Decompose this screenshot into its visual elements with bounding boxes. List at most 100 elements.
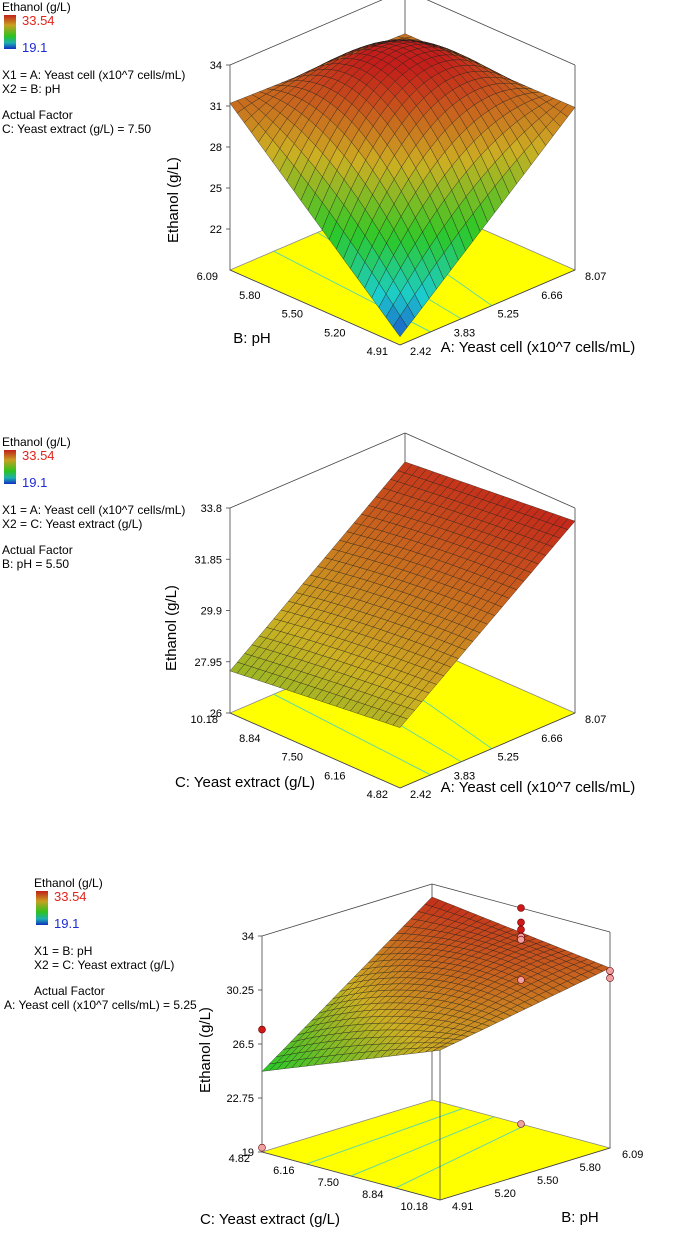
box-edge xyxy=(399,269,576,346)
y-tick-label: 4.82 xyxy=(229,1153,250,1165)
z-tick-label: 25 xyxy=(210,183,222,195)
box-edge xyxy=(439,1147,611,1201)
legend-max: 33.54 xyxy=(54,889,87,904)
legend-actual-factor: C: Yeast extract (g/L) = 7.50 xyxy=(2,122,152,136)
y-tick-label: 8.84 xyxy=(239,733,260,745)
legend-x1: X1 = A: Yeast cell (x10^7 cells/mL) xyxy=(2,503,186,517)
legend-actual-factor: B: pH = 5.50 xyxy=(2,557,70,571)
surface-cell xyxy=(392,716,408,728)
floor-contour xyxy=(306,1107,464,1165)
surface-svg-2: 26 27.95 29.9 31.85 33.8 4.82 6.16 7.50 8.84 10.1… xyxy=(163,432,635,801)
x-tick-label: 8.07 xyxy=(585,271,606,283)
y-tick-label: 10.18 xyxy=(400,1201,428,1213)
y-tick-label: 6.16 xyxy=(324,770,345,782)
x-tick-label: 6.66 xyxy=(541,733,562,745)
design-point xyxy=(258,1143,266,1152)
floor-contour xyxy=(395,1124,526,1189)
design-point xyxy=(517,976,525,984)
y-tick-label: 4.91 xyxy=(367,346,388,358)
y-tick-label: 6.09 xyxy=(197,271,218,283)
y-tick-label: 4.82 xyxy=(367,789,388,801)
z-tick-label: 29.9 xyxy=(201,606,222,618)
legend-actual-factor-label: Actual Factor xyxy=(2,543,73,557)
x-tick-label: 5.50 xyxy=(537,1175,558,1187)
legend-title: Ethanol (g/L) xyxy=(34,876,103,890)
design-point xyxy=(606,967,614,975)
x-tick-label: 6.09 xyxy=(622,1149,643,1161)
box-edge xyxy=(261,1151,441,1201)
design-point xyxy=(517,935,525,944)
response-surface xyxy=(261,896,611,1072)
legend-max: 33.54 xyxy=(22,13,55,28)
surface-plot-3: Ethanol (g/L) 33.54 19.1 X1 = B: pH X2 =… xyxy=(0,870,678,1235)
color-scale-bar xyxy=(36,891,48,925)
y-axis-label: C: Yeast extract (g/L) xyxy=(200,1211,340,1228)
design-point xyxy=(606,974,614,982)
z-tick-label: 31 xyxy=(210,101,222,113)
z-tick-label: 26 xyxy=(210,708,222,720)
legend-x1: X1 = B: pH xyxy=(34,944,93,958)
z-tick-label: 34 xyxy=(242,931,254,943)
y-tick-label: 6.16 xyxy=(273,1165,294,1177)
legend-min: 19.1 xyxy=(54,916,80,931)
surface-svg-3: 19 22.75 26.5 30.25 34 4.82 6.16 7.50 8.84 10.18 4… xyxy=(197,883,643,1228)
box-edge xyxy=(261,883,433,937)
z-tick-label: 34 xyxy=(210,60,222,72)
box-edge xyxy=(229,432,406,509)
z-tick-label: 31.85 xyxy=(194,554,222,566)
y-tick-label: 5.50 xyxy=(282,309,303,321)
box-edge xyxy=(404,432,576,509)
y-axis-label: C: Yeast extract (g/L) xyxy=(175,774,315,791)
floor-contour xyxy=(273,693,431,776)
legend-x2: X2 = B: pH xyxy=(2,82,61,96)
box-edge xyxy=(229,712,401,789)
box-edge xyxy=(229,269,401,346)
z-tick-label: 19 xyxy=(242,1147,254,1159)
z-tick-label: 27.95 xyxy=(194,657,222,669)
y-tick-label: 8.84 xyxy=(362,1189,383,1201)
color-scale-bar xyxy=(4,450,16,484)
box-edge xyxy=(399,712,576,789)
y-axis-label: B: pH xyxy=(233,330,271,347)
x-tick-label: 3.83 xyxy=(454,327,475,339)
surface-cell xyxy=(261,1062,277,1072)
legend-title: Ethanol (g/L) xyxy=(2,0,71,14)
box-edge xyxy=(426,0,576,66)
response-surface xyxy=(229,33,576,338)
legend-x2: X2 = C: Yeast extract (g/L) xyxy=(34,958,175,972)
surface-plot-2: Ethanol (g/L) 33.54 19.1 X1 = A: Yeast c… xyxy=(0,430,678,820)
surface-cell xyxy=(392,315,408,338)
x-tick-label: 2.42 xyxy=(410,346,431,358)
color-scale-bar xyxy=(4,15,16,49)
x-tick-label: 3.83 xyxy=(454,770,475,782)
x-tick-label: 8.07 xyxy=(585,714,606,726)
design-point xyxy=(517,1120,525,1128)
x-tick-label: 2.42 xyxy=(410,789,431,801)
z-tick-label: 22 xyxy=(210,224,222,236)
box-edge xyxy=(229,0,383,66)
z-tick-label: 22.75 xyxy=(226,1093,254,1105)
x-tick-label: 5.25 xyxy=(498,309,519,321)
x-tick-label: 5.25 xyxy=(498,752,519,764)
design-point xyxy=(517,918,525,927)
x-tick-label: 5.20 xyxy=(495,1188,516,1200)
response-surface xyxy=(229,461,576,728)
z-tick-label: 28 xyxy=(210,142,222,154)
design-point xyxy=(517,904,525,912)
legend-min: 19.1 xyxy=(22,475,48,490)
z-tick-label: 33.8 xyxy=(201,503,222,515)
z-axis-label: Ethanol (g/L) xyxy=(197,1007,214,1093)
z-axis-label: Ethanol (g/L) xyxy=(165,157,182,243)
legend-min: 19.1 xyxy=(22,40,48,55)
legend-actual-factor: A: Yeast cell (x10^7 cells/mL) = 5.25 xyxy=(4,998,197,1012)
z-tick-label: 26.5 xyxy=(233,1039,254,1051)
z-axis-label: Ethanol (g/L) xyxy=(163,585,180,671)
z-tick-label: 30.25 xyxy=(226,985,254,997)
x-tick-label: 4.91 xyxy=(452,1201,473,1213)
x-tick-label: 5.80 xyxy=(580,1162,601,1174)
x-tick-label: 6.66 xyxy=(541,290,562,302)
legend-max: 33.54 xyxy=(22,448,55,463)
legend-actual-factor-label: Actual Factor xyxy=(2,108,73,122)
legend-title: Ethanol (g/L) xyxy=(2,435,71,449)
y-tick-label: 7.50 xyxy=(318,1177,339,1189)
